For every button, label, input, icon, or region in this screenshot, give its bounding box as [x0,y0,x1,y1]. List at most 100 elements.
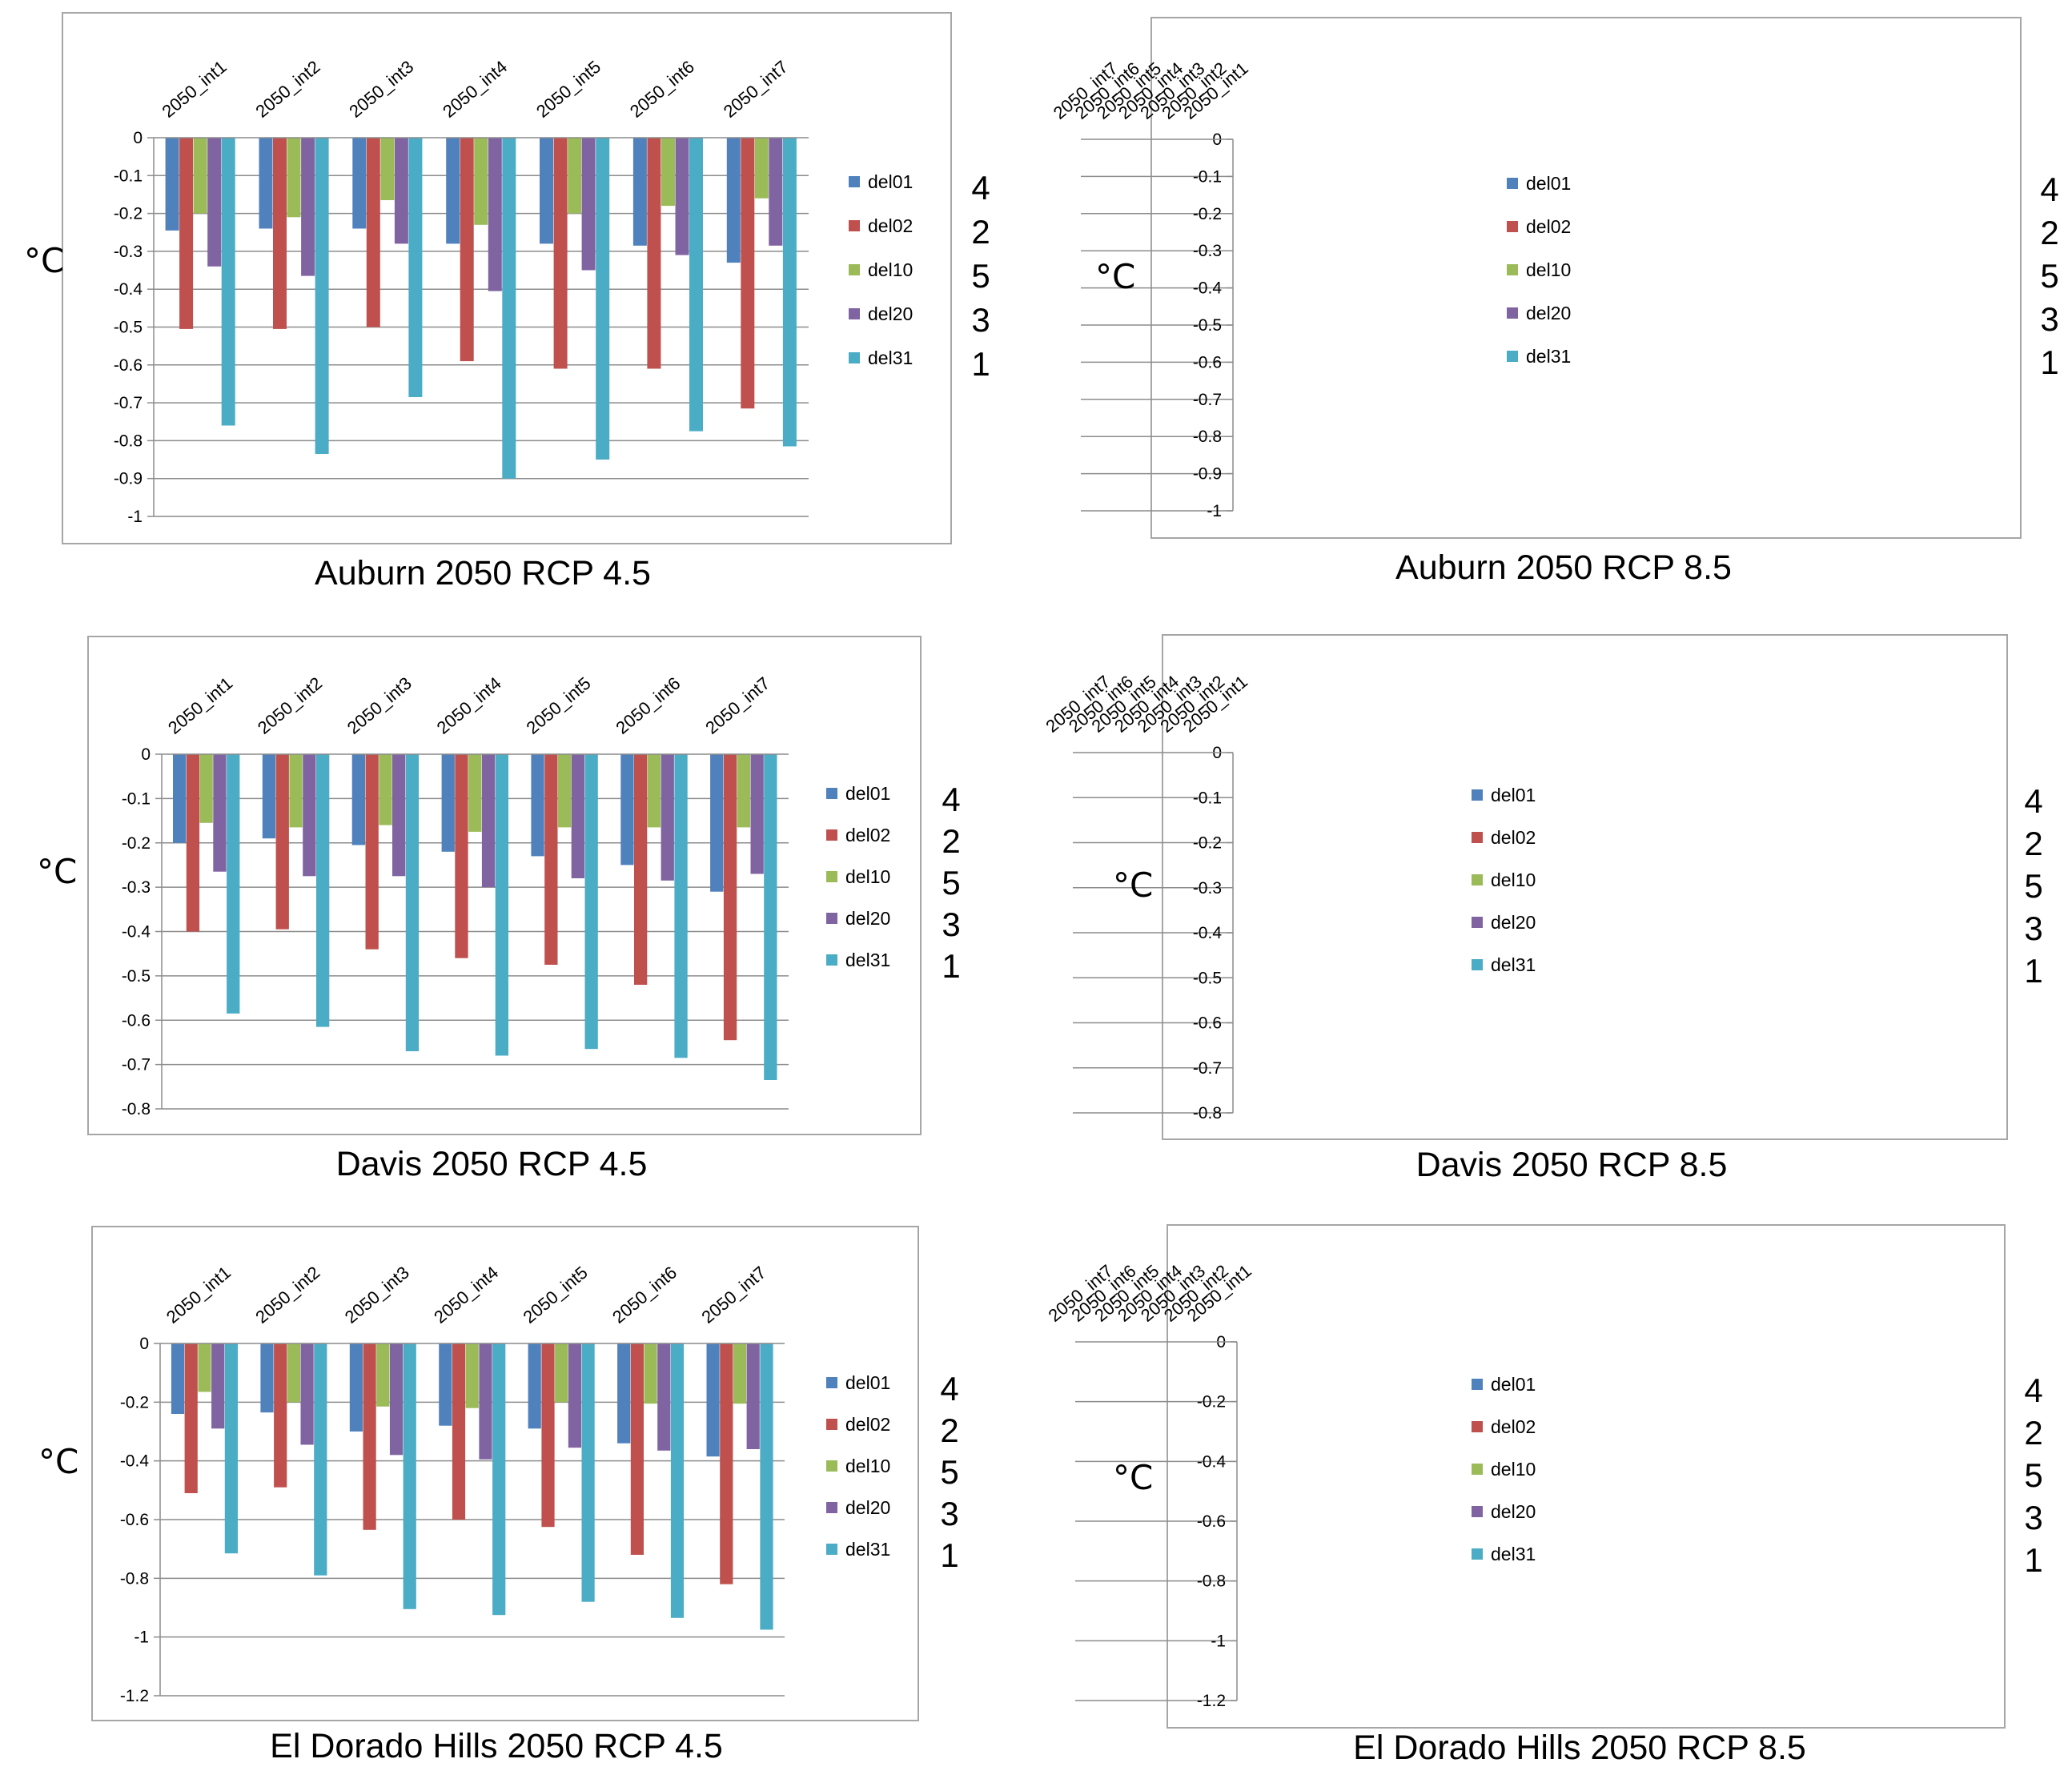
y-tick-label: -0.1 [122,789,151,808]
y-tick-label: -0.6 [1193,353,1222,371]
bar-del01-2050_int1 [171,1343,185,1414]
bar-del01-2050_int7 [710,754,724,892]
legend-label-del10: del10 [845,1456,890,1476]
y-tick-label: -0.8 [1197,1572,1226,1591]
y-tick-label: -0.1 [1193,789,1222,807]
bar-del01-2050_int7 [726,138,741,263]
chart-title: Davis 2050 RCP 4.5 [336,1145,648,1183]
chart-panel-1: 0 -0.1 -0.2 -0.3 -0.4 -0.5 -0.6 -0.7 -0.8 -0.9 -1 2… [24,12,990,592]
bar-del20-2050_int2 [301,138,315,276]
y-tick-label: -0.6 [120,1511,149,1529]
bar-del31-2050_int3 [405,754,420,1051]
bar-del02-2050_int6 [647,138,661,369]
chart-title: El Dorado Hills 2050 RCP 4.5 [270,1727,723,1765]
bar-del01-2050_int2 [260,1343,274,1413]
legend-label-del01: del01 [1491,1374,1536,1395]
rank-number-del31: 1 [2024,1541,2042,1579]
chart-title: El Dorado Hills 2050 RCP 8.5 [1353,1729,1806,1767]
legend-label-del31: del31 [1526,346,1571,367]
y-axis-label: °C [37,852,77,891]
y-tick-label: -0.3 [122,878,151,897]
legend-label-del01: del01 [1491,785,1536,805]
chart-title: Auburn 2050 RCP 8.5 [1395,548,1732,587]
rank-number-del01: 4 [942,781,960,818]
rank-number-del02: 2 [2024,825,2042,862]
y-tick-label: 0 [141,745,151,764]
rank-number-del01: 4 [971,169,990,207]
bar-del10-2050_int4 [474,138,488,225]
bar-del01-2050_int1 [173,754,187,843]
rank-number-del02: 2 [971,213,990,251]
bar-del20-2050_int3 [394,138,408,244]
bar-del31-2050_int2 [314,1343,327,1576]
bar-del01-2050_int5 [528,1343,541,1429]
bar-del01-2050_int6 [632,138,647,246]
bar-del31-2050_int5 [596,138,610,460]
legend-label-del02: del02 [1526,216,1571,237]
bar-del01-2050_int6 [620,754,634,865]
bar-del10-2050_int7 [733,1343,747,1404]
bar-del31-2050_int1 [221,138,235,426]
y-tick-label: -0.7 [122,1056,151,1074]
rank-number-del02: 2 [2024,1414,2042,1452]
bar-del01-2050_int5 [540,138,553,244]
legend-swatch-del31 [826,1544,837,1555]
bar-del02-2050_int5 [553,138,568,369]
legend-swatch-del20 [826,913,837,924]
legend-swatch-del10 [1472,874,1483,885]
bar-del01-2050_int5 [531,754,544,857]
legend-label-del20: del20 [1526,303,1571,323]
legend-swatch-del01 [849,176,860,187]
bar-del02-2050_int1 [184,1343,198,1493]
y-tick-label: -0.2 [1197,1393,1226,1412]
legend-swatch-del10 [849,264,860,275]
bar-del10-2050_int3 [376,1343,390,1407]
bar-del20-2050_int4 [479,1343,492,1460]
rank-number-del31: 1 [971,345,990,383]
y-axis-label: °C [38,1442,78,1481]
rank-number-del20: 3 [971,301,990,339]
bar-del20-2050_int7 [769,138,783,246]
rank-number-del31: 1 [942,947,960,985]
legend-label-del02: del02 [868,215,913,236]
bar-del02-2050_int4 [460,138,474,362]
chart-panel-6: 0-0.2-0.4-0.6-0.8-1-1.22050_int12050_int… [1045,1224,2043,1767]
legend-swatch-del02 [1507,221,1518,232]
rank-number-del10: 5 [2024,867,2042,905]
rank-number-del01: 4 [2040,171,2058,208]
chart-panel-4: 0-0.1-0.2-0.3-0.4-0.5-0.6-0.7-0.82050_in… [1042,634,2043,1184]
legend-swatch-del02 [826,829,837,841]
legend-label-del01: del01 [868,171,913,192]
bar-del31-2050_int2 [316,754,330,1027]
bar-del02-2050_int3 [363,1343,376,1530]
bar-del31-2050_int6 [689,138,703,432]
rank-number-del20: 3 [2040,300,2058,338]
y-tick-label: -0.4 [122,923,151,942]
y-tick-label: -0.1 [114,167,143,185]
bar-del10-2050_int6 [647,754,661,828]
legend-label-del31: del31 [868,347,913,368]
bar-del10-2050_int6 [644,1343,657,1404]
y-tick-label: -0.4 [1193,279,1223,298]
chart-title: Davis 2050 RCP 8.5 [1416,1146,1728,1184]
bar-del02-2050_int7 [741,138,755,409]
y-tick-label: -1 [1207,502,1222,520]
bar-del31-2050_int5 [584,754,598,1050]
bar-del31-2050_int2 [315,138,329,454]
legend-label-del02: del02 [845,825,890,845]
y-tick-label: -0.2 [1193,205,1222,223]
y-tick-label: -0.6 [1193,1014,1222,1033]
legend-label-del01: del01 [1526,173,1571,194]
y-tick-label: -0.2 [114,205,143,223]
bar-del20-2050_int6 [675,138,689,255]
y-tick-label: -1 [134,1628,149,1647]
legend-label-del02: del02 [1491,1416,1536,1437]
bar-del10-2050_int1 [193,138,207,214]
bar-del20-2050_int5 [581,138,596,271]
rank-number-del10: 5 [940,1453,958,1491]
legend-label-del01: del01 [845,1372,890,1393]
y-tick-label: -0.5 [1193,316,1222,335]
y-tick-label: -0.9 [1193,465,1222,484]
legend-label-del31: del31 [1491,1544,1536,1564]
legend-label-del10: del10 [868,259,913,280]
